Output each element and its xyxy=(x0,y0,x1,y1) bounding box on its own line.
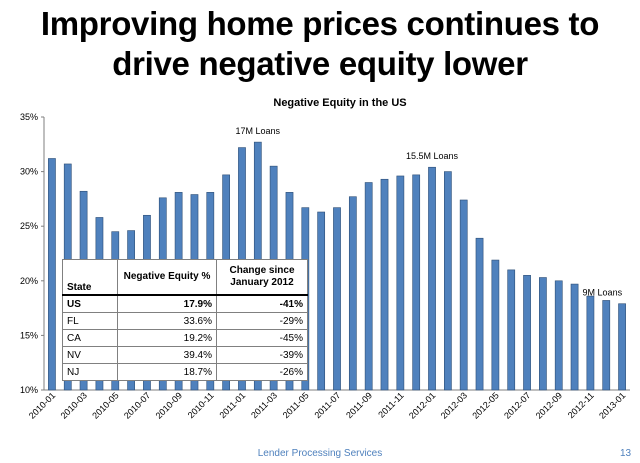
table-cell-negative-equity: 17.9% xyxy=(117,294,217,313)
bar xyxy=(507,269,516,391)
state-equity-table: State Negative Equity % Change since Jan… xyxy=(62,259,308,381)
y-tick-label: 30% xyxy=(20,167,38,177)
table-row: NJ 18.7% -26% xyxy=(62,363,308,381)
bar xyxy=(570,283,579,391)
x-tick-label: 2012-03 xyxy=(439,390,469,420)
table-header-state: State xyxy=(62,259,118,296)
x-tick-label: 2010-11 xyxy=(186,390,216,420)
table-row: US 17.9% -41% xyxy=(62,294,308,313)
bar xyxy=(491,259,500,391)
bar xyxy=(554,280,563,391)
x-tick-label: 2011-11 xyxy=(376,390,405,419)
bar xyxy=(396,175,405,391)
y-tick-label: 15% xyxy=(20,330,38,340)
x-tick-label: 2011-01 xyxy=(217,390,247,420)
table-cell-negative-equity: 18.7% xyxy=(117,363,217,381)
x-tick-label: 2012-05 xyxy=(470,390,500,420)
x-tick-label: 2010-09 xyxy=(154,390,184,420)
table-cell-state: US xyxy=(62,294,118,313)
bar xyxy=(444,171,452,391)
bar xyxy=(586,295,595,391)
x-tick-label: 2010-05 xyxy=(90,390,120,420)
table-header-row: State Negative Equity % Change since Jan… xyxy=(62,259,308,296)
headline-line-1: Improving home prices continues to xyxy=(40,5,600,42)
table-cell-change: -29% xyxy=(216,312,308,330)
bar xyxy=(459,199,468,391)
x-tick-label: 2010-07 xyxy=(122,390,152,420)
table-cell-state: FL xyxy=(62,312,118,330)
bar xyxy=(523,275,531,391)
headline-line-2: drive negative equity lower xyxy=(112,45,528,82)
y-tick-label: 10% xyxy=(20,385,38,395)
table-cell-change: -41% xyxy=(216,294,308,313)
table-cell-negative-equity: 39.4% xyxy=(117,346,217,364)
bar xyxy=(333,207,341,391)
bar xyxy=(380,178,389,391)
x-tick-label: 2012-11 xyxy=(566,390,596,420)
y-tick-label: 25% xyxy=(20,221,38,231)
x-tick-label: 2012-09 xyxy=(534,390,564,420)
table-cell-change: -39% xyxy=(216,346,308,364)
bar xyxy=(317,211,326,391)
bar xyxy=(539,277,547,391)
x-tick-label: 2010-03 xyxy=(59,390,89,420)
x-tick-label: 2011-03 xyxy=(249,390,279,420)
table-header-change: Change since January 2012 xyxy=(216,259,308,296)
chart-title: Negative Equity in the US xyxy=(273,97,406,109)
footer-organization: Lender Processing Services xyxy=(257,448,383,459)
table-header-negative-equity: Negative Equity % xyxy=(117,259,217,296)
bar xyxy=(364,182,373,391)
table-cell-state: NJ xyxy=(62,363,118,381)
bar xyxy=(428,166,436,391)
bar xyxy=(475,237,484,391)
bar xyxy=(618,303,626,391)
table-cell-state: NV xyxy=(62,346,118,364)
table-row: CA 19.2% -45% xyxy=(62,329,308,347)
x-tick-label: 2012-07 xyxy=(502,390,532,420)
x-tick-label: 2011-05 xyxy=(281,390,311,420)
x-tick-label: 2012-01 xyxy=(407,390,437,420)
table-row: NV 39.4% -39% xyxy=(62,346,308,364)
page-number: 13 xyxy=(620,448,632,459)
chart-annotation: 17M Loans xyxy=(236,126,281,136)
table-cell-change: -45% xyxy=(216,329,308,347)
chart-annotation: 15.5M Loans xyxy=(406,151,459,161)
bar xyxy=(348,196,357,391)
table-cell-negative-equity: 33.6% xyxy=(117,312,217,330)
x-tick-label: 2013-01 xyxy=(597,390,627,420)
table-row: FL 33.6% -29% xyxy=(62,312,308,330)
x-tick-label: 2011-09 xyxy=(344,390,374,420)
bar xyxy=(412,174,421,391)
slide-headline: Improving home prices continues to drive… xyxy=(0,4,640,84)
x-tick-label: 2011-07 xyxy=(312,390,342,420)
y-tick-label: 35% xyxy=(20,112,38,122)
y-tick-label: 20% xyxy=(20,276,38,286)
table-cell-state: CA xyxy=(62,329,118,347)
table-cell-negative-equity: 19.2% xyxy=(117,329,217,347)
chart-annotation: 9M Loans xyxy=(583,288,623,298)
bar xyxy=(48,158,56,391)
bar xyxy=(602,300,611,391)
table-cell-change: -26% xyxy=(216,363,308,381)
